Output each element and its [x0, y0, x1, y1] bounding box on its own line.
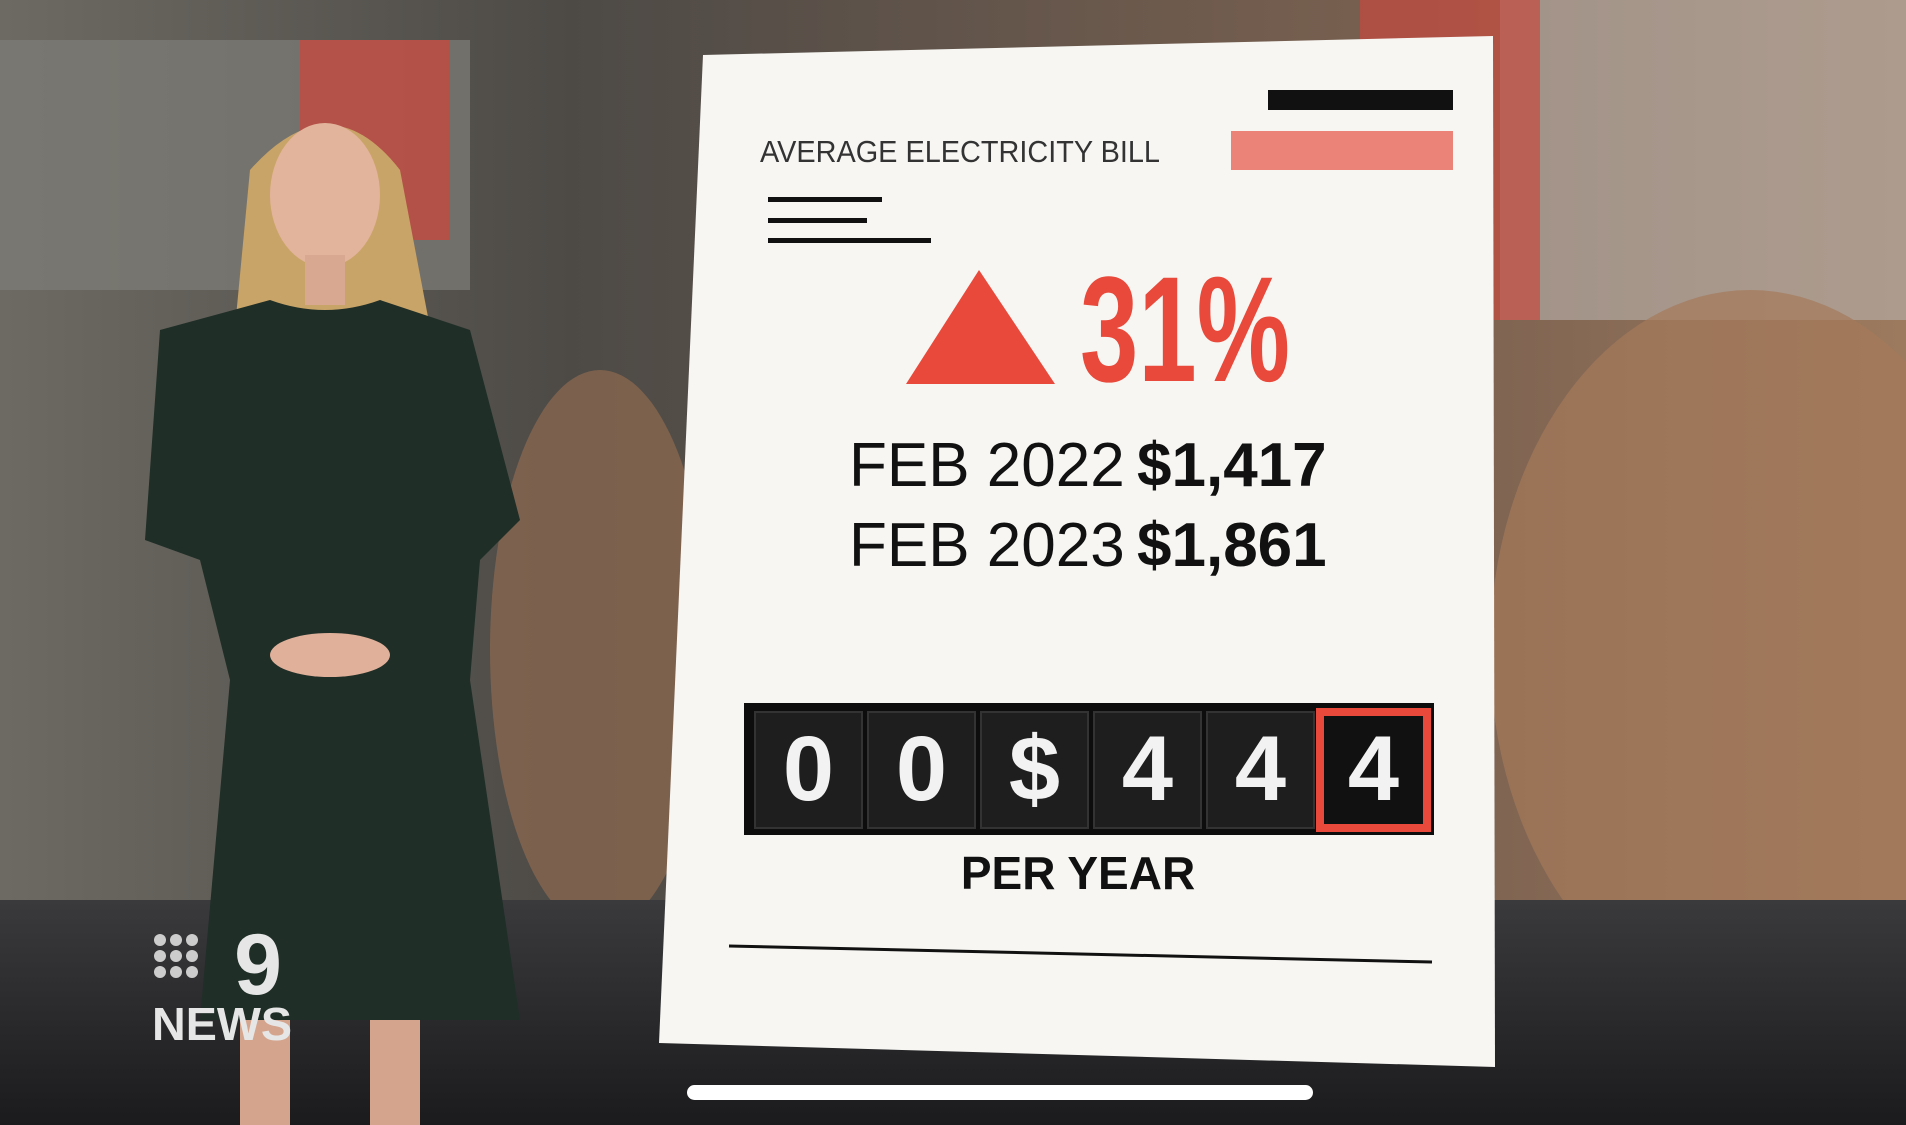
coins-blur-left — [490, 370, 710, 930]
deco-line — [768, 238, 931, 243]
counter-cell — [1093, 711, 1202, 829]
presenter — [145, 123, 520, 1125]
counter-cell — [980, 711, 1089, 829]
up-arrow — [906, 270, 1055, 384]
deco-line — [768, 197, 882, 202]
counter-caption: PER YEAR — [961, 847, 1195, 899]
counter-digit: 0 — [783, 718, 834, 820]
deco-line — [768, 218, 867, 223]
logo-text: NEWS — [152, 998, 292, 1050]
counter-digit: 0 — [896, 718, 947, 820]
card-title: AVERAGE ELECTRICITY BILL — [760, 134, 1160, 169]
row-amount: $1,417 — [1137, 431, 1327, 500]
deco-bar — [1268, 90, 1453, 110]
counter-digit: 4 — [1122, 718, 1173, 820]
counter-digit: 4 — [1348, 718, 1399, 820]
change-percent: 31% — [1080, 245, 1290, 413]
logo-mark: 9 — [234, 917, 282, 1013]
counter-cell — [754, 711, 863, 829]
news-logo: 9 NEWS — [152, 917, 292, 1050]
screen-panel-right — [1500, 0, 1906, 320]
counter-digit: $ — [1009, 718, 1060, 820]
row-label: FEB 2023 — [849, 511, 1125, 580]
deco-bar — [1231, 131, 1453, 170]
row-label: FEB 2022 — [849, 431, 1125, 500]
counter-cell — [867, 711, 976, 829]
counter-cell — [1206, 711, 1315, 829]
home-indicator — [687, 1085, 1313, 1100]
counter-digit: 4 — [1235, 718, 1286, 820]
counter-cell — [1316, 708, 1431, 832]
rule — [728, 944, 1433, 964]
row-amount: $1,861 — [1137, 511, 1327, 580]
coins-blur — [1490, 290, 1906, 1010]
